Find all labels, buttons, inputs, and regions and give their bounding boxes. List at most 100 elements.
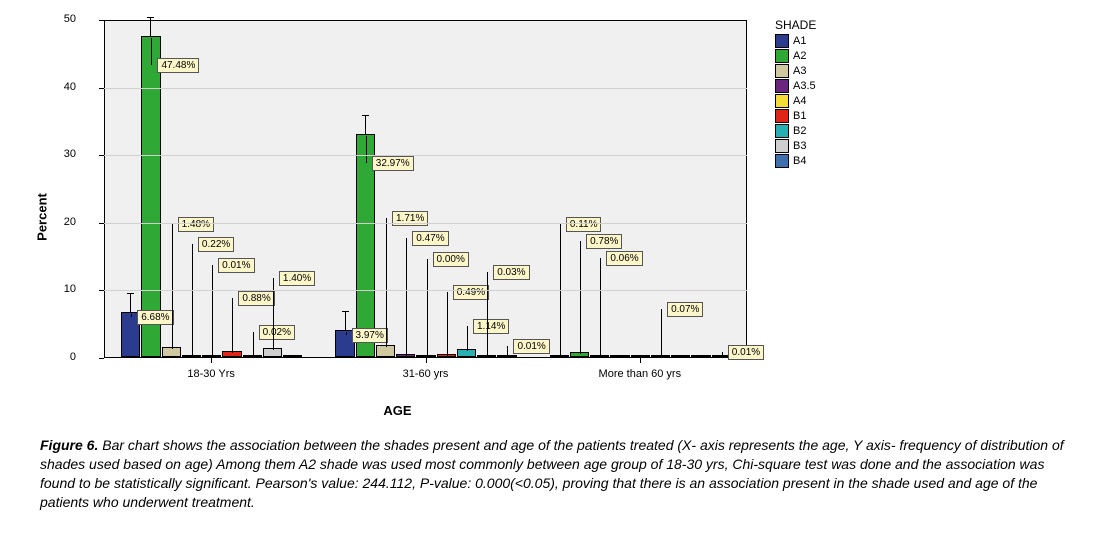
y-tick-mark [99, 88, 104, 89]
data-label: 0.49% [453, 285, 489, 300]
caption-text: Bar chart shows the association between … [40, 437, 1064, 510]
data-label: 6.68% [137, 310, 173, 325]
leader-line [507, 346, 508, 358]
legend-label: B1 [793, 110, 806, 122]
leader-line [467, 326, 468, 351]
leader-line [427, 259, 428, 358]
bar [610, 355, 629, 357]
gridline [104, 155, 747, 156]
leader-line [273, 278, 274, 349]
legend-swatch [775, 94, 789, 108]
y-tick-label: 40 [64, 81, 76, 93]
legend-label: B2 [793, 125, 806, 137]
x-tick-mark [426, 358, 427, 363]
x-tick-label: 18-30 Yrs [187, 368, 235, 380]
data-label: 0.02% [259, 325, 295, 340]
legend-label: A3 [793, 65, 806, 77]
y-tick-mark [99, 223, 104, 224]
data-label: 0.22% [198, 237, 234, 252]
legend-title: SHADE [775, 18, 816, 32]
legend-item: A2 [775, 49, 816, 63]
y-axis-label: Percent [35, 193, 50, 241]
y-tick-mark [99, 155, 104, 156]
legend-item: B1 [775, 109, 816, 123]
x-tick-label: 31-60 yrs [403, 368, 449, 380]
legend-item: A3 [775, 64, 816, 78]
legend-item: B4 [775, 154, 816, 168]
y-tick-mark [99, 20, 104, 21]
data-label: 0.06% [606, 251, 642, 266]
legend-label: A1 [793, 35, 806, 47]
legend-item: A3.5 [775, 79, 816, 93]
data-label: 0.01% [218, 258, 254, 273]
leader-line [172, 224, 173, 349]
leader-line [600, 258, 601, 358]
legend-item: B3 [775, 139, 816, 153]
data-label: 0.11% [566, 217, 602, 232]
error-bar [365, 115, 366, 135]
data-label: 0.07% [667, 302, 703, 317]
legend-label: B3 [793, 140, 806, 152]
figure-label: Figure 6. [40, 437, 98, 453]
legend-item: B2 [775, 124, 816, 138]
error-bar [130, 293, 131, 313]
y-tick-label: 30 [64, 148, 76, 160]
legend-swatch [775, 154, 789, 168]
gridline [104, 290, 747, 291]
data-label: 3.97% [352, 328, 388, 343]
leader-line [487, 272, 488, 358]
data-label: 1.40% [279, 271, 315, 286]
leader-line [212, 265, 213, 358]
legend-swatch [775, 64, 789, 78]
error-bar [150, 17, 151, 37]
leader-line [661, 309, 662, 358]
legend: SHADE A1 A2 A3 A3.5 A4 B1 B2 B3 B4 [775, 18, 816, 169]
figure-caption: Figure 6. Bar chart shows the associatio… [40, 436, 1074, 512]
bar [283, 355, 302, 357]
y-tick-mark [99, 358, 104, 359]
leader-line [151, 38, 152, 65]
leader-line [346, 332, 347, 335]
leader-line [192, 244, 193, 357]
leader-line [366, 136, 367, 163]
data-label: 47.48% [157, 58, 199, 73]
bar [691, 355, 710, 357]
leader-line [386, 218, 387, 347]
figure-container: 6.68%47.48%1.48%0.22%0.01%0.88%0.02%1.40… [0, 0, 1114, 522]
leader-line [131, 314, 132, 317]
y-tick-label: 0 [70, 351, 76, 363]
data-label: 0.00% [433, 252, 469, 267]
legend-swatch [775, 79, 789, 93]
legend-swatch [775, 124, 789, 138]
x-axis-label: AGE [383, 403, 411, 418]
error-bar [345, 311, 346, 331]
data-label: 0.47% [412, 231, 448, 246]
plot-box: 6.68%47.48%1.48%0.22%0.01%0.88%0.02%1.40… [40, 12, 755, 422]
leader-line [722, 352, 723, 358]
gridline [104, 88, 747, 89]
data-label: 1.14% [473, 319, 509, 334]
legend-label: A4 [793, 95, 806, 107]
leader-line [447, 292, 448, 355]
legend-item: A4 [775, 94, 816, 108]
x-tick-mark [640, 358, 641, 363]
x-tick-label: More than 60 yrs [599, 368, 682, 380]
y-tick-mark [99, 290, 104, 291]
gridline [104, 223, 747, 224]
leader-line [253, 332, 254, 358]
data-label: 0.88% [238, 291, 274, 306]
y-tick-label: 10 [64, 283, 76, 295]
y-tick-label: 20 [64, 216, 76, 228]
bars-layer: 6.68%47.48%1.48%0.22%0.01%0.88%0.02%1.40… [105, 21, 746, 357]
data-label: 0.78% [586, 234, 622, 249]
data-label: 0.03% [493, 265, 529, 280]
leader-line [232, 298, 233, 353]
legend-swatch [775, 49, 789, 63]
y-tick-label: 50 [64, 13, 76, 25]
figure-row: 6.68%47.48%1.48%0.22%0.01%0.88%0.02%1.40… [40, 12, 1074, 422]
data-label: 32.97% [372, 156, 414, 171]
legend-swatch [775, 34, 789, 48]
bar [631, 355, 650, 357]
plot-area: 6.68%47.48%1.48%0.22%0.01%0.88%0.02%1.40… [104, 20, 747, 358]
legend-item: A1 [775, 34, 816, 48]
